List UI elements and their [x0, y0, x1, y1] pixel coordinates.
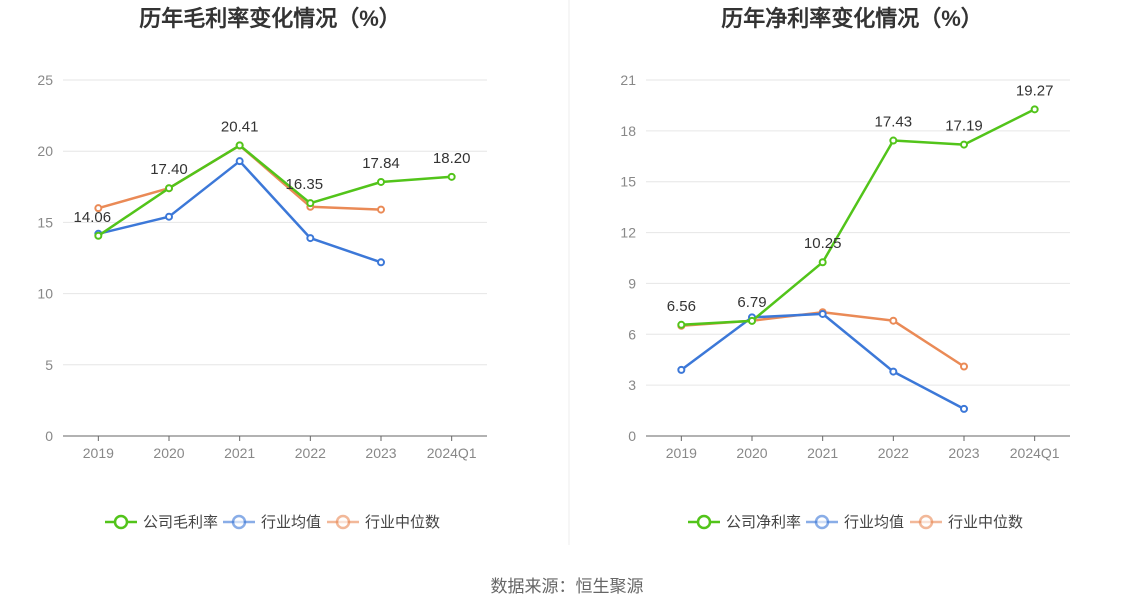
data-label: 18.20	[433, 150, 471, 167]
data-label: 6.56	[667, 298, 696, 315]
data-point	[818, 258, 827, 267]
data-point	[377, 258, 385, 267]
data-label: 17.43	[875, 114, 913, 131]
data-label: 10.25	[804, 235, 842, 252]
x-tick-label: 2019	[83, 445, 114, 461]
data-point	[235, 157, 244, 166]
data-point	[235, 141, 244, 150]
gross-margin-chart: 历年毛利率变化情况（%） 0 5 10 15 20 25 2019 2020 2021 2022 20…	[37, 6, 487, 531]
data-point	[748, 316, 756, 325]
data-point	[165, 212, 173, 221]
data-point	[1030, 105, 1039, 114]
legend-item: 公司毛利率	[105, 514, 218, 531]
y-tick-label: 21	[620, 72, 636, 88]
net-margin-chart: 历年净利率变化情况（%） 0 3 6 9 12 15 18 21 2019 2020 2021 2022…	[620, 6, 1070, 531]
x-tick-label: 2022	[295, 445, 326, 461]
legend-swatch-marker	[335, 514, 351, 530]
x-tick-label: 2020	[153, 445, 184, 461]
y-tick-label: 0	[628, 428, 636, 444]
x-tick-label: 2021	[224, 445, 255, 461]
legend-swatch-marker	[231, 514, 247, 530]
series-line-0	[97, 144, 452, 237]
series-line-2	[97, 144, 382, 211]
data-point	[960, 362, 968, 371]
data-point	[889, 316, 898, 325]
legend-label: 行业中位数	[365, 514, 440, 531]
y-tick-label: 3	[628, 377, 636, 393]
y-tick-label: 6	[628, 326, 636, 342]
legend-item: 行业中位数	[327, 514, 440, 531]
legend-label: 行业均值	[844, 514, 904, 531]
data-label: 6.79	[737, 294, 766, 311]
legend-label: 公司毛利率	[143, 514, 218, 531]
x-tick-label: 2024Q1	[1010, 445, 1060, 461]
chart-title: 历年毛利率变化情况（%）	[139, 6, 401, 31]
data-point	[165, 184, 173, 193]
legend-swatch-marker	[113, 514, 129, 530]
data-point	[447, 172, 456, 181]
data-point	[960, 140, 968, 149]
legend-label: 公司净利率	[726, 514, 801, 531]
data-point	[306, 199, 315, 208]
legend-label: 行业均值	[261, 514, 321, 531]
y-tick-label: 15	[37, 214, 53, 230]
series-line-1	[680, 312, 965, 411]
y-tick-label: 25	[37, 72, 53, 88]
data-source: 数据来源：恒生聚源	[491, 577, 644, 596]
data-label: 17.84	[362, 155, 400, 172]
y-tick-label: 5	[45, 357, 53, 373]
data-point	[677, 320, 686, 329]
data-point	[889, 136, 898, 145]
data-point	[377, 177, 385, 186]
data-point	[889, 367, 898, 376]
x-tick-label: 2023	[365, 445, 396, 461]
y-tick-label: 12	[620, 225, 636, 241]
y-tick-label: 10	[37, 286, 53, 302]
legend-item: 行业均值	[806, 514, 904, 531]
data-label: 19.27	[1016, 82, 1054, 99]
legend-swatch-marker	[696, 514, 712, 530]
legend-item: 行业中位数	[910, 514, 1023, 531]
series-line-0	[681, 108, 1036, 327]
y-tick-label: 0	[45, 428, 53, 444]
data-label: 20.41	[221, 118, 259, 135]
x-tick-label: 2020	[736, 445, 767, 461]
y-tick-label: 20	[37, 143, 53, 159]
data-label: 17.19	[945, 118, 983, 135]
legend-swatch-marker	[814, 514, 830, 530]
y-tick-label: 15	[620, 174, 636, 190]
legend-item: 行业均值	[223, 514, 321, 531]
data-point	[377, 205, 385, 214]
x-tick-label: 2023	[948, 445, 979, 461]
series-line-1	[98, 159, 382, 264]
data-point	[94, 204, 103, 213]
y-tick-label: 9	[628, 275, 636, 291]
x-tick-label: 2019	[666, 445, 697, 461]
data-label: 16.35	[286, 176, 324, 193]
legend-label: 行业中位数	[948, 514, 1023, 531]
data-label: 14.06	[74, 209, 112, 226]
x-tick-label: 2024Q1	[427, 445, 477, 461]
x-tick-label: 2021	[807, 445, 838, 461]
data-point	[677, 365, 686, 374]
data-point	[818, 309, 827, 318]
legend-swatch-marker	[918, 514, 934, 530]
data-point	[960, 404, 968, 413]
data-label: 17.40	[150, 161, 188, 178]
data-point	[306, 234, 315, 243]
y-tick-label: 18	[620, 123, 636, 139]
x-tick-label: 2022	[878, 445, 909, 461]
data-point	[94, 231, 103, 240]
legend-item: 公司净利率	[688, 514, 801, 531]
chart-title: 历年净利率变化情况（%）	[721, 6, 983, 31]
